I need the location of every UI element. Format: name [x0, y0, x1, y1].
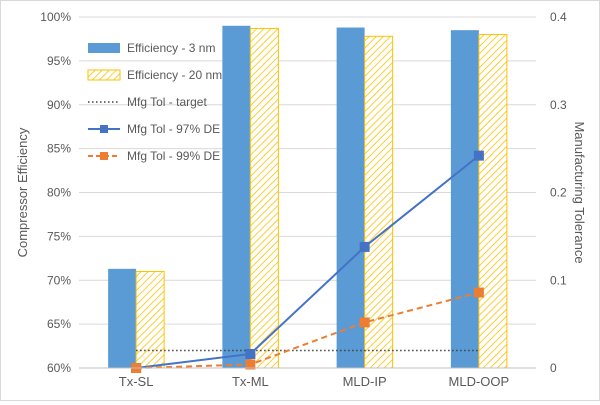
y2-tick-label: 0.3 — [550, 98, 567, 112]
y-tick-label: 95% — [47, 54, 71, 68]
y2-tick-label: 0.4 — [550, 10, 567, 24]
y2-axis-title: Manufacturing Tolerance — [572, 121, 587, 263]
legend-marker — [100, 125, 108, 133]
data-point — [473, 287, 484, 298]
bar — [108, 268, 137, 368]
y-tick-label: 90% — [47, 98, 71, 112]
bar — [249, 27, 279, 369]
y-tick-label: 80% — [47, 186, 71, 200]
legend-swatch — [87, 69, 121, 81]
data-point — [245, 359, 256, 370]
bar — [135, 270, 165, 369]
x-tick-label: MLD-OOP — [449, 374, 510, 389]
y-tick-label: 70% — [47, 273, 71, 287]
legend: Efficiency - 3 nm Efficiency - 20 nm Mfg T… — [87, 41, 222, 163]
x-tick-label: Tx-SL — [119, 374, 154, 389]
data-point — [473, 150, 484, 161]
y-tick-label: 65% — [47, 317, 71, 331]
legend-label: Efficiency - 20 nm — [127, 68, 222, 82]
data-point — [245, 348, 256, 359]
series-line — [136, 291, 480, 369]
bar — [336, 27, 365, 369]
legend-marker — [100, 152, 108, 160]
y-tick-label: 85% — [47, 142, 71, 156]
y2-tick-label: 0 — [550, 361, 557, 375]
bar — [478, 34, 508, 369]
y-tick-label: 100% — [40, 10, 71, 24]
y-tick-label: 60% — [47, 361, 71, 375]
legend-label: Mfg Tol - 99% DE — [127, 149, 220, 163]
x-tick-label: MLD-IP — [343, 374, 387, 389]
lines — [131, 150, 484, 373]
bar — [364, 35, 394, 369]
legend-label: Efficiency - 3 nm — [127, 41, 215, 55]
legend-label: Mfg Tol - 97% DE — [127, 122, 220, 136]
x-tick-label: Tx-ML — [232, 374, 269, 389]
series-line — [136, 154, 480, 369]
y2-tick-label: 0.1 — [550, 273, 567, 287]
bars — [108, 25, 508, 369]
bar — [222, 25, 251, 369]
bar — [450, 30, 479, 368]
legend-label: Mfg Tol - target — [127, 95, 207, 109]
data-point — [359, 317, 370, 328]
y-tick-label: 75% — [47, 229, 71, 243]
legend-swatch — [88, 43, 120, 53]
axes: 60% 65% 70% 75% 80% 85% 90% 95% 100% 0 0.1 0.2 0.3 0.… — [15, 10, 587, 389]
y-axis-title: Compressor Efficiency — [15, 127, 30, 257]
y2-tick-label: 0.2 — [550, 186, 567, 200]
data-point — [359, 241, 370, 252]
